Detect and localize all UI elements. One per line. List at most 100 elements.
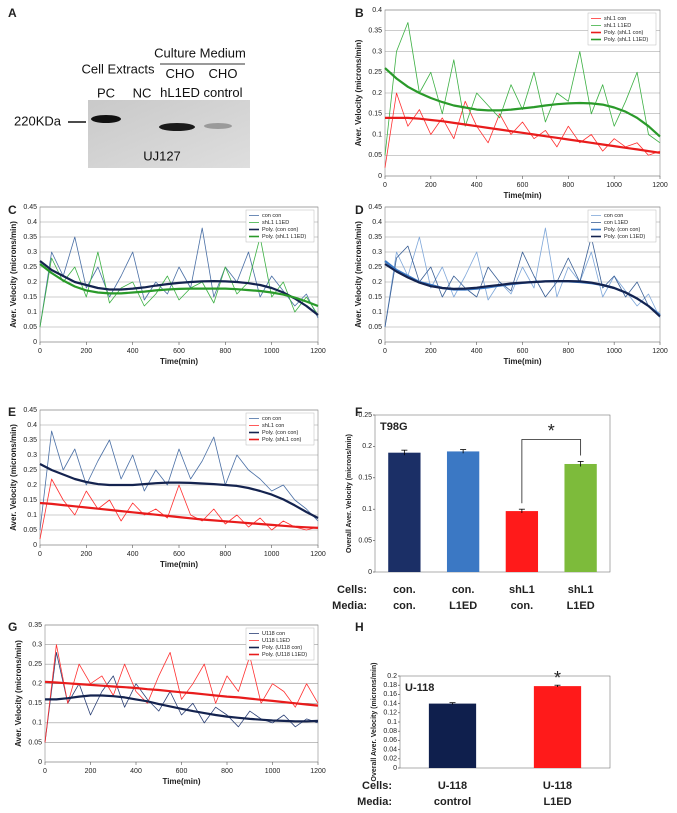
- row-label: Media:: [357, 796, 392, 808]
- x-tick-label: 0: [38, 551, 42, 558]
- y-tick-label: 0.25: [28, 661, 42, 668]
- legend-label: shL1 con: [262, 423, 284, 429]
- y-tick-label: 0.3: [372, 249, 382, 256]
- lane-label: CHO control: [203, 66, 242, 100]
- y-tick-label: 0.05: [358, 537, 372, 544]
- legend-label: Poly. (shL1 L1ED): [262, 234, 306, 240]
- y-tick-label: 0.2: [362, 443, 372, 450]
- group-label: Cell Extracts: [82, 61, 155, 76]
- series-line: [39, 501, 319, 529]
- x-tick-label: 1200: [310, 551, 326, 558]
- legend-label: Poly. (con L1ED): [604, 234, 645, 240]
- y-tick-label: 0.4: [372, 219, 382, 226]
- plot-frame: [374, 414, 611, 573]
- media-label: con.: [511, 600, 534, 612]
- x-tick-label: 0: [383, 348, 387, 355]
- legend-label: Poly. (U118 con): [262, 645, 302, 651]
- antibody-label: UJ127: [143, 148, 181, 163]
- x-tick-label: 200: [85, 768, 97, 775]
- panel-label: D: [355, 203, 364, 217]
- series-line: [384, 236, 661, 328]
- band: [204, 123, 232, 129]
- y-tick-label: 0.1: [27, 512, 37, 519]
- y-tick-label: 0.3: [27, 249, 37, 256]
- y-tick-label: 0.45: [368, 204, 382, 211]
- x-tick-label: 600: [173, 348, 185, 355]
- y-tick-label: 0.05: [23, 527, 37, 534]
- legend-label: Poly. (U118 L1ED): [262, 652, 307, 658]
- x-tick-label: 600: [173, 551, 185, 558]
- legend-label: shL1 L1ED: [604, 23, 631, 29]
- legend-label: con con: [604, 213, 623, 219]
- y-tick-label: 0.3: [372, 48, 382, 55]
- x-tick-label: 200: [425, 348, 437, 355]
- legend-label: Poly. (shL1 L1ED): [604, 37, 648, 43]
- legend-label: con L1ED: [604, 220, 628, 226]
- series-line: [39, 236, 319, 328]
- series-line: [384, 263, 661, 318]
- x-tick-label: 800: [562, 348, 574, 355]
- series-line: [39, 260, 319, 316]
- y-tick-label: 0.35: [28, 622, 42, 629]
- y-tick-label: 0.35: [23, 437, 37, 444]
- bar: [428, 703, 477, 768]
- x-tick-label: 1000: [265, 768, 281, 775]
- cells-label: shL1: [509, 584, 535, 596]
- lane-label: CHO hL1ED: [160, 66, 200, 100]
- series-line: [39, 478, 319, 540]
- x-tick-label: 800: [221, 768, 233, 775]
- x-tick-label: 800: [562, 182, 574, 189]
- y-tick-label: 0.4: [27, 219, 37, 226]
- y-tick-label: 0.15: [368, 111, 382, 118]
- legend-label: shL1 L1ED: [262, 220, 289, 226]
- media-label: L1ED: [567, 600, 595, 612]
- cells-label: con.: [452, 584, 475, 596]
- y-tick-label: 0.35: [23, 234, 37, 241]
- significance-label: *: [554, 668, 561, 688]
- panel-label: C: [8, 203, 17, 217]
- y-axis-label: Overall Aver. Velocity (microns/min): [346, 434, 353, 553]
- y-tick-label: 0.05: [368, 324, 382, 331]
- y-axis-label: Aver. Velocity (microns/min): [9, 424, 18, 531]
- panel-label: G: [8, 620, 17, 634]
- y-tick-label: 0: [368, 569, 372, 576]
- y-tick-label: 0.4: [372, 7, 382, 14]
- cells-label: U-118: [543, 780, 572, 792]
- x-tick-label: 1000: [264, 348, 280, 355]
- x-tick-label: 800: [219, 348, 231, 355]
- lane-label: PC: [97, 85, 115, 100]
- x-axis-label: Time(min): [503, 191, 541, 200]
- legend-label: con con: [262, 416, 281, 422]
- x-tick-label: 800: [219, 551, 231, 558]
- x-tick-label: 1200: [310, 768, 326, 775]
- y-tick-label: 0: [33, 339, 37, 346]
- legend-label: Poly. (shL1 con): [262, 437, 302, 443]
- y-tick-label: 0.3: [32, 641, 42, 648]
- y-tick-label: 0.05: [23, 324, 37, 331]
- legend-label: U118 L1ED: [262, 638, 290, 644]
- y-tick-label: 0.15: [28, 700, 42, 707]
- media-label: L1ED: [449, 600, 477, 612]
- y-tick-label: 0.15: [368, 294, 382, 301]
- x-axis-label: Time(min): [160, 357, 198, 366]
- x-tick-label: 400: [127, 348, 139, 355]
- media-label: con.: [393, 600, 416, 612]
- panel-label: F: [355, 405, 362, 419]
- panel-label: E: [8, 405, 16, 419]
- y-axis-label: Aver. Velocity (microns/min): [354, 39, 363, 146]
- y-tick-label: 0.1: [32, 720, 42, 727]
- series-line: [385, 116, 661, 154]
- series-line: [44, 680, 319, 707]
- y-tick-label: 0.05: [28, 739, 42, 746]
- y-tick-label: 0: [38, 759, 42, 766]
- series-line: [384, 67, 661, 138]
- x-axis-label: Time(min): [503, 357, 541, 366]
- y-tick-label: 0.12: [383, 710, 397, 717]
- x-tick-label: 200: [80, 551, 92, 558]
- x-tick-label: 1000: [606, 348, 622, 355]
